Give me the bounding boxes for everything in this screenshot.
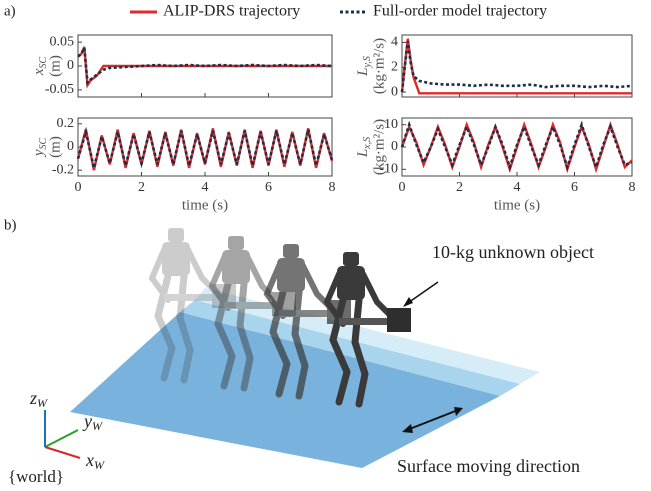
y-axis-label: ySC: [31, 138, 49, 159]
y-axis-label: Ly,S: [355, 56, 373, 77]
y-axis-unit: (m): [47, 55, 63, 77]
data-line: [77, 46, 332, 89]
axis-label: yW: [82, 411, 103, 433]
arrow-head: [403, 297, 413, 307]
x-tick-label: 4: [514, 180, 521, 195]
y-tick-label: 0.05: [50, 34, 75, 49]
data-line: [76, 126, 334, 169]
robot-torso: [162, 242, 190, 276]
robots: [148, 228, 411, 408]
robot-head: [168, 228, 184, 242]
object-label: 10-kg unknown object: [432, 242, 594, 262]
object-bar: [279, 310, 341, 317]
arrow-head: [454, 407, 463, 416]
axis-y: [44, 429, 79, 448]
x-tick-label: 2: [138, 180, 145, 195]
x-tick-label: 6: [265, 180, 272, 195]
robot-head: [228, 236, 244, 250]
y-axis-subscript: SC: [38, 57, 49, 69]
robot-torso: [337, 266, 365, 300]
y-axis-subscript: x,S: [362, 137, 373, 150]
y-axis-subscript: SC: [38, 138, 49, 150]
data-line: [400, 120, 633, 172]
axis-label: xW: [85, 450, 105, 472]
plot-frame: [77, 117, 333, 177]
robot: [148, 228, 236, 384]
legend-label: ALIP-DRS trajectory: [163, 3, 300, 20]
axis-label: zW: [29, 388, 48, 410]
axis-x: [44, 446, 81, 459]
object-bar: [224, 302, 286, 309]
x-tick-label: 8: [329, 180, 336, 195]
object-box: [387, 308, 411, 332]
y-tick-label: 0.2: [57, 116, 75, 131]
plot-frame: [401, 34, 633, 98]
arrow-head: [402, 424, 413, 433]
object-bar: [339, 318, 401, 325]
y-axis-label: Lx,S: [355, 137, 373, 158]
x-tick-label: 0: [399, 180, 406, 195]
x-tick-label: 0: [75, 180, 82, 195]
robot-torso: [277, 258, 305, 292]
surface-stripe: [180, 300, 520, 396]
robot-arms: [148, 247, 223, 303]
robot-legs: [154, 272, 194, 384]
x-tick-label: 2: [456, 180, 463, 195]
direction-label: Surface moving direction: [397, 456, 580, 476]
data-line: [77, 43, 333, 86]
x-tick-label: 8: [629, 180, 636, 195]
y-axis-label: xSC: [31, 57, 49, 77]
y-axis-symbol: y: [31, 149, 47, 158]
panel-label: b): [4, 217, 17, 233]
surface: [70, 312, 500, 468]
robot-torso: [222, 250, 250, 284]
illustration: [44, 228, 540, 468]
y-tick-label: -10: [379, 162, 398, 177]
robot-head: [283, 244, 299, 258]
direction-arrow: [406, 409, 459, 431]
object-bar: [164, 294, 226, 301]
x-tick-label: 4: [202, 180, 209, 195]
robot-arms: [208, 255, 283, 311]
y-tick-label: 4: [391, 35, 398, 50]
y-tick-label: 2: [391, 59, 398, 74]
y-axis-unit: (kg·m²/s): [371, 119, 387, 175]
y-tick-label: 10: [384, 117, 398, 132]
y-axis-unit: (m): [47, 136, 63, 158]
y-tick-label: -0.2: [52, 162, 74, 177]
y-tick-label: 0: [67, 139, 74, 154]
robot-head: [343, 252, 359, 266]
y-axis-subscript: y,S: [362, 56, 373, 68]
x-axis-label: time (s): [494, 197, 540, 213]
y-tick-label: 0: [67, 58, 74, 73]
y-axis-symbol: x: [31, 68, 47, 76]
x-axis-label: time (s): [182, 197, 228, 213]
y-axis-symbol: L: [355, 68, 371, 77]
x-tick-label: 6: [571, 180, 578, 195]
frame-label: {world}: [8, 467, 64, 486]
y-axis-unit: (kg·m²/s): [371, 38, 387, 94]
y-tick-label: 0: [391, 139, 398, 154]
legend-label: Full-order model trajectory: [373, 3, 547, 20]
panel-label: a): [4, 3, 16, 19]
y-tick-label: 0: [391, 84, 398, 99]
robot: [323, 252, 411, 408]
object-box: [212, 284, 236, 308]
data-line: [400, 41, 633, 93]
y-tick-label: -0.05: [45, 82, 74, 97]
y-axis-symbol: L: [355, 149, 371, 158]
robot-legs: [214, 280, 254, 392]
